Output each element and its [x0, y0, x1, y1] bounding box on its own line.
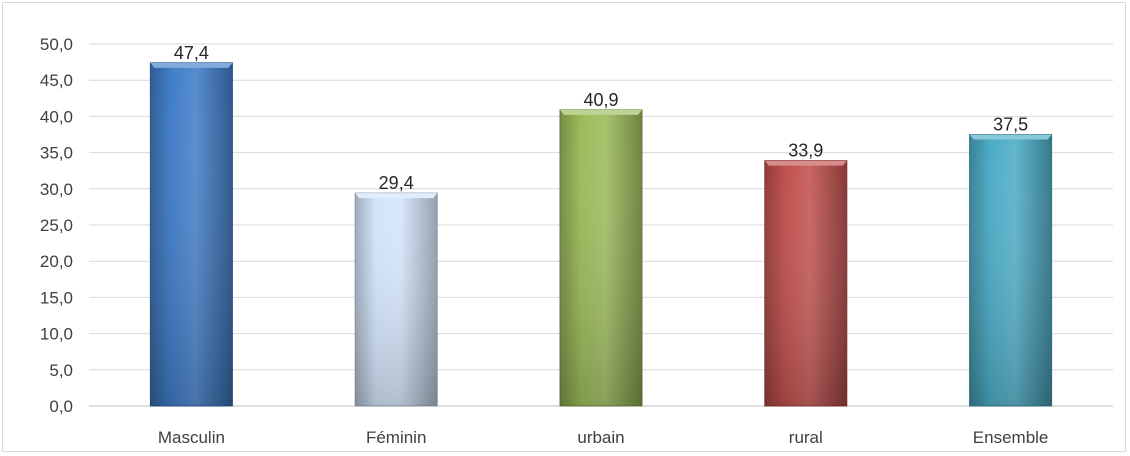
bar-shading	[355, 193, 438, 406]
bar-top-bevel	[560, 109, 642, 115]
y-tick-label: 40,0	[40, 107, 73, 126]
data-labels: 47,4 29,4 40,9 33,9 37,5	[174, 43, 1028, 193]
bar-top-bevel	[150, 62, 233, 68]
data-label: 29,4	[379, 173, 414, 193]
x-tick-label: Masculin	[158, 428, 225, 447]
bar-shading	[764, 160, 847, 406]
bar-shading	[560, 109, 642, 406]
y-tick-label: 20,0	[40, 252, 73, 271]
data-label: 37,5	[993, 115, 1028, 135]
x-tick-label: urbain	[577, 428, 624, 447]
y-tick-label: 15,0	[40, 288, 73, 307]
y-tick-label: 5,0	[49, 361, 73, 380]
bar-shading	[150, 62, 233, 406]
x-axis-categories: Masculin Féminin urbain rural Ensemble	[158, 428, 1049, 447]
x-tick-label: Ensemble	[973, 428, 1049, 447]
y-axis-ticks: 0,0 5,0 10,0 15,0 20,0 25,0 30,0 35,0 40,0 45,0 50…	[40, 35, 73, 416]
bar-shading	[969, 134, 1052, 406]
y-tick-label: 50,0	[40, 35, 73, 54]
bar-chart: 0,0 5,0 10,0 15,0 20,0 25,0 30,0 35,0 40,0 45,0 50…	[40, 35, 1113, 447]
bar-top-bevel	[764, 160, 847, 166]
y-tick-label: 10,0	[40, 325, 73, 344]
y-tick-label: 35,0	[40, 144, 73, 163]
bar-top-bevel	[355, 193, 438, 199]
bar-ensemble	[969, 134, 1053, 407]
x-tick-label: Féminin	[366, 428, 426, 447]
y-tick-label: 25,0	[40, 216, 73, 235]
y-tick-label: 0,0	[49, 397, 73, 416]
y-tick-label: 45,0	[40, 71, 73, 90]
y-tick-label: 30,0	[40, 180, 73, 199]
bar-masculin	[149, 62, 233, 407]
bar-rural	[764, 160, 848, 407]
bar-urbain	[559, 109, 643, 407]
bars	[149, 62, 1053, 407]
data-label: 47,4	[174, 43, 209, 63]
bar-féminin	[354, 192, 438, 407]
data-label: 40,9	[583, 90, 618, 110]
bar-top-bevel	[969, 134, 1052, 140]
x-tick-label: rural	[789, 428, 823, 447]
data-label: 33,9	[788, 141, 823, 161]
